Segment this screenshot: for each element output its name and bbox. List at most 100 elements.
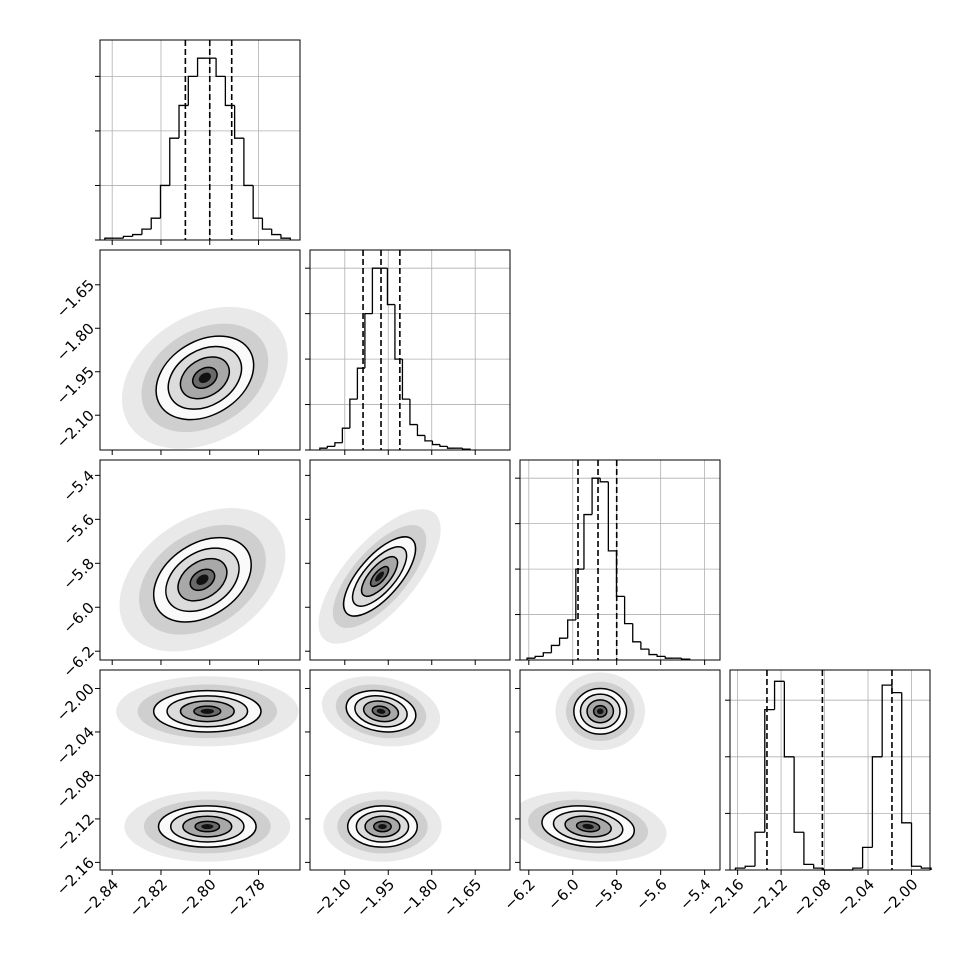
histogram-bin <box>132 233 142 237</box>
histogram-bin <box>141 228 152 235</box>
histogram-bin <box>575 568 584 620</box>
histogram-bin <box>215 58 226 78</box>
x-tick-label: −2.84 <box>77 875 122 920</box>
x-tick-label: −2.10 <box>310 875 355 920</box>
x-tick-label: −2.80 <box>175 875 220 920</box>
histogram-bin <box>773 680 785 710</box>
histogram-bin <box>280 234 291 240</box>
histogram-bin <box>558 637 568 646</box>
histogram-bin <box>431 440 440 446</box>
panel-frame <box>309 459 511 661</box>
y-tick-label: −5.8 <box>60 555 98 593</box>
histogram-bin <box>583 513 593 570</box>
histogram-bin <box>910 822 922 867</box>
histogram-bin <box>401 359 410 400</box>
histogram-bin <box>424 435 433 442</box>
y-tick-label: −1.95 <box>53 363 98 408</box>
histogram-bin <box>271 229 281 236</box>
histogram-bin <box>534 655 544 659</box>
histogram-bin <box>542 652 552 657</box>
histogram-bin <box>793 756 804 833</box>
y-tick-label: −2.08 <box>53 767 98 812</box>
panel-frame <box>99 39 301 241</box>
density-peak <box>201 823 214 830</box>
histogram-bin <box>871 756 883 848</box>
histogram-bin <box>150 217 161 230</box>
histogram-bin <box>901 692 912 824</box>
density-peak <box>375 571 385 582</box>
density-peak <box>196 574 209 586</box>
histogram-bin <box>623 596 633 625</box>
histogram-bin <box>526 657 536 660</box>
histogram-bin <box>169 137 180 186</box>
x-tick-label: −2.78 <box>223 875 268 920</box>
histogram-bin <box>754 831 765 867</box>
histogram-bin <box>319 447 328 450</box>
histogram-bin <box>187 75 198 106</box>
histogram-bin <box>364 312 373 369</box>
x-tick-label: −2.82 <box>126 875 171 920</box>
histogram-bin <box>409 399 418 426</box>
histogram-bin <box>599 478 609 483</box>
panel-frame <box>99 459 301 661</box>
histogram-bin <box>734 867 746 870</box>
y-tick-label: −6.0 <box>60 599 98 637</box>
histogram-bin <box>615 550 625 598</box>
density-panel <box>121 306 288 449</box>
x-tick-label: −2.04 <box>833 875 878 920</box>
density-peak <box>200 708 215 714</box>
density-peak <box>582 823 594 830</box>
y-tick-label: −5.6 <box>60 511 98 549</box>
y-tick-label: −5.4 <box>60 467 98 505</box>
histogram-bin <box>632 623 641 643</box>
x-tick-label: −6.2 <box>500 875 538 913</box>
panel-frame <box>519 459 721 661</box>
histogram-bin <box>371 267 380 314</box>
density-peak <box>378 823 387 830</box>
histogram-bin <box>803 832 814 865</box>
panel-frame <box>309 249 511 451</box>
histogram-bin <box>591 477 601 515</box>
density-peak <box>376 708 386 714</box>
histogram-bin <box>326 445 335 449</box>
histogram-bin <box>439 444 448 448</box>
histogram-bin <box>640 641 650 650</box>
panel-frame <box>99 669 301 871</box>
histogram-bin <box>178 104 189 139</box>
y-tick-label: −2.00 <box>53 680 98 725</box>
density-peak <box>198 372 211 384</box>
histogram-bin <box>341 427 350 443</box>
x-tick-label: −2.08 <box>789 875 834 920</box>
histogram-bin <box>920 866 932 870</box>
y-tick-label: −2.04 <box>53 723 98 768</box>
x-tick-label: −5.6 <box>632 875 670 913</box>
histogram-bin <box>852 867 863 870</box>
x-tick-label: −6.0 <box>544 875 582 913</box>
histogram-bin <box>104 237 115 240</box>
x-tick-label: −2.12 <box>746 875 791 920</box>
histogram-bin <box>813 864 824 869</box>
x-tick-label: −2.00 <box>876 875 921 920</box>
histogram-bin <box>891 685 902 694</box>
y-tick-label: −6.2 <box>60 642 98 680</box>
x-tick-label: −1.80 <box>397 875 442 920</box>
x-tick-label: −1.95 <box>353 875 398 920</box>
histogram-bin <box>416 424 425 437</box>
histogram-bin <box>159 184 170 219</box>
y-tick-label: −1.65 <box>53 276 98 321</box>
histogram-bin <box>243 138 254 187</box>
density-panel <box>318 509 441 644</box>
histogram-bin <box>394 304 403 360</box>
histogram-bin <box>233 105 244 139</box>
histogram-bin <box>648 649 658 656</box>
histogram-bin <box>567 619 576 639</box>
x-tick-label: −1.65 <box>440 875 485 920</box>
x-tick-label: −5.8 <box>588 875 626 913</box>
y-tick-label: −2.12 <box>53 810 98 855</box>
histogram-bin <box>664 656 674 659</box>
x-tick-label: −2.16 <box>702 875 747 920</box>
histogram-bin <box>386 268 395 306</box>
histogram-bin <box>744 865 755 869</box>
density-panel <box>321 676 442 862</box>
